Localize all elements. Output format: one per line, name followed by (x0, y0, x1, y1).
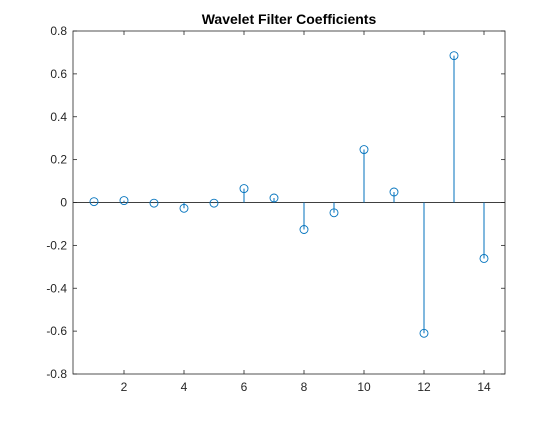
y-tick-label: 0 (60, 196, 67, 210)
stem-marker (179, 203, 189, 213)
x-tick-label: 4 (181, 380, 188, 394)
x-tick-label: 2 (121, 380, 128, 394)
stem-marker (209, 198, 219, 208)
y-tick-label: -0.6 (46, 324, 67, 338)
y-tick-label: -0.4 (46, 281, 67, 295)
x-tick-label: 6 (241, 380, 248, 394)
stem-marker (299, 225, 309, 234)
x-tick-label: 12 (417, 380, 431, 394)
y-tick-label: 0.2 (50, 153, 67, 167)
y-tick-label: 0.4 (50, 110, 67, 124)
stem-marker (449, 51, 459, 61)
x-tick-label: 10 (357, 380, 371, 394)
stem-marker (329, 208, 339, 218)
y-tick-label: 0.8 (50, 24, 67, 38)
stem-marker (239, 184, 249, 194)
y-tick-label: -0.8 (46, 367, 67, 381)
x-tick-label: 8 (301, 380, 308, 394)
stem-marker (389, 187, 399, 197)
x-tick-label: 14 (477, 380, 491, 394)
y-tick-label: 0.6 (50, 67, 67, 81)
stem-marker (119, 196, 129, 206)
stem-marker (419, 328, 429, 338)
stem-marker (359, 145, 369, 154)
stem-marker (149, 198, 159, 208)
y-tick-label: -0.2 (46, 238, 67, 252)
stem-marker (479, 254, 489, 263)
stem-marker (89, 197, 99, 207)
chart-title: Wavelet Filter Coefficients (202, 11, 377, 27)
stem-marker (269, 193, 279, 203)
